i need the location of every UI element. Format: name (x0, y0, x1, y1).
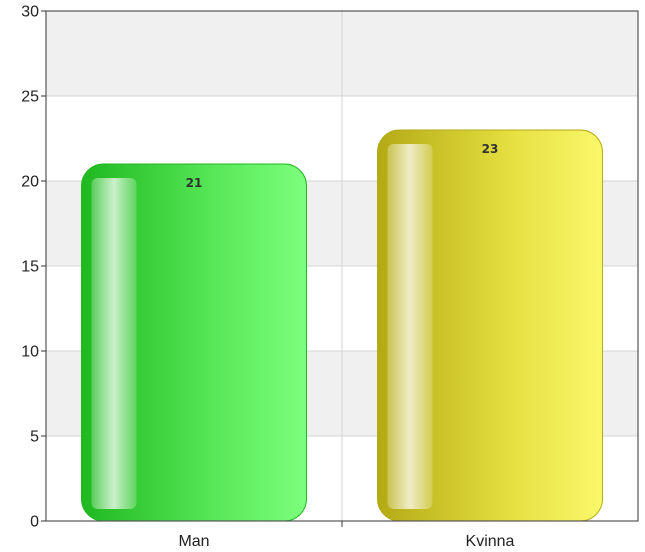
data-label: 23 (482, 142, 499, 156)
y-tick-label: 25 (21, 89, 39, 106)
x-axis-labels: Man Kvinna (178, 533, 514, 550)
bar-kvinna: 23 (377, 129, 603, 522)
bar-man: 21 (81, 163, 307, 522)
bar-highlight (387, 144, 433, 509)
y-tick-label: 10 (21, 344, 39, 361)
y-axis-ticks: 0 5 10 15 20 25 30 (21, 4, 46, 531)
y-tick-label: 15 (21, 259, 39, 276)
x-category-label: Man (178, 533, 209, 550)
y-tick-label: 5 (30, 429, 39, 446)
y-tick-label: 20 (21, 174, 39, 191)
y-tick-label: 30 (21, 4, 39, 21)
bars: 21 23 (81, 129, 603, 522)
data-label: 21 (186, 176, 203, 190)
y-tick-label: 0 (30, 514, 39, 531)
bar-highlight (91, 178, 137, 509)
x-category-label: Kvinna (466, 533, 515, 550)
